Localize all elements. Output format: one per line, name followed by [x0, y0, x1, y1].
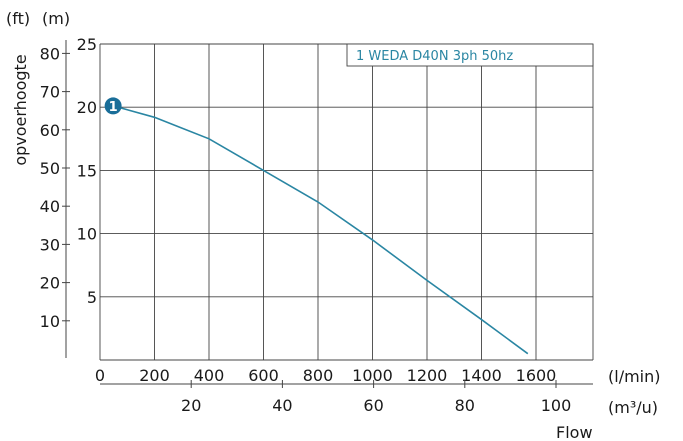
x2-unit-label: (m³/u) [608, 398, 658, 417]
x2-tick-label: 20 [181, 396, 201, 415]
y-tick-label: 20 [77, 98, 97, 117]
y-ft-tick-label: 30 [40, 235, 60, 254]
x-tick-label: 1400 [461, 366, 502, 385]
y-ft-tick-label: 50 [40, 159, 60, 178]
labels: (ft) (m) opvoerhoogte (l/min) (m³/u) Flo… [6, 9, 661, 441]
legend-box [346, 43, 594, 67]
x2-tick-label: 80 [455, 396, 475, 415]
x2-tick-label: 100 [541, 396, 572, 415]
y-tick-label: 10 [77, 225, 97, 244]
x-tick-label: 0 [95, 366, 105, 385]
grid [99, 43, 594, 360]
y-ft-tick-label: 10 [40, 312, 60, 331]
y-axis-label: opvoerhoogte [11, 54, 30, 165]
legend: 1 WEDA D40N 3ph 50hz [346, 43, 594, 67]
y-unit-ft: (ft) [6, 9, 30, 28]
x-unit-label: (l/min) [608, 367, 661, 386]
y-ft-tick-label: 80 [40, 44, 60, 63]
x-tick-label: 1000 [352, 366, 393, 385]
y-tick-label: 15 [77, 161, 97, 180]
legend-entry: 1 WEDA D40N 3ph 50hz [356, 49, 513, 64]
x2-tick-label: 60 [363, 396, 383, 415]
x-tick-label: 1600 [516, 366, 557, 385]
x-axis-label: Flow [556, 423, 593, 441]
y-tick-label: 25 [77, 35, 97, 54]
x-tick-label: 200 [139, 366, 170, 385]
x-tick-label: 400 [194, 366, 225, 385]
axes: 0 200 400 600 800 1000 1200 1400 1600 20 40 60 80 100… [40, 35, 593, 415]
x2-tick-label: 40 [272, 396, 292, 415]
x-tick-label: 1200 [407, 366, 448, 385]
series: 1 [104, 97, 529, 355]
series-marker-label: 1 [109, 100, 118, 115]
x-tick-label: 800 [303, 366, 334, 385]
series-marker [104, 97, 122, 115]
y-ft-tick-label: 40 [40, 197, 60, 216]
x-tick-label: 600 [248, 366, 279, 385]
y-unit-m: (m) [42, 9, 70, 28]
y-ft-tick-label: 70 [40, 83, 60, 102]
y-ft-tick-label: 60 [40, 121, 60, 140]
y-tick-label: 5 [87, 288, 97, 307]
y-ft-tick-label: 20 [40, 274, 60, 293]
series-line [113, 105, 529, 355]
